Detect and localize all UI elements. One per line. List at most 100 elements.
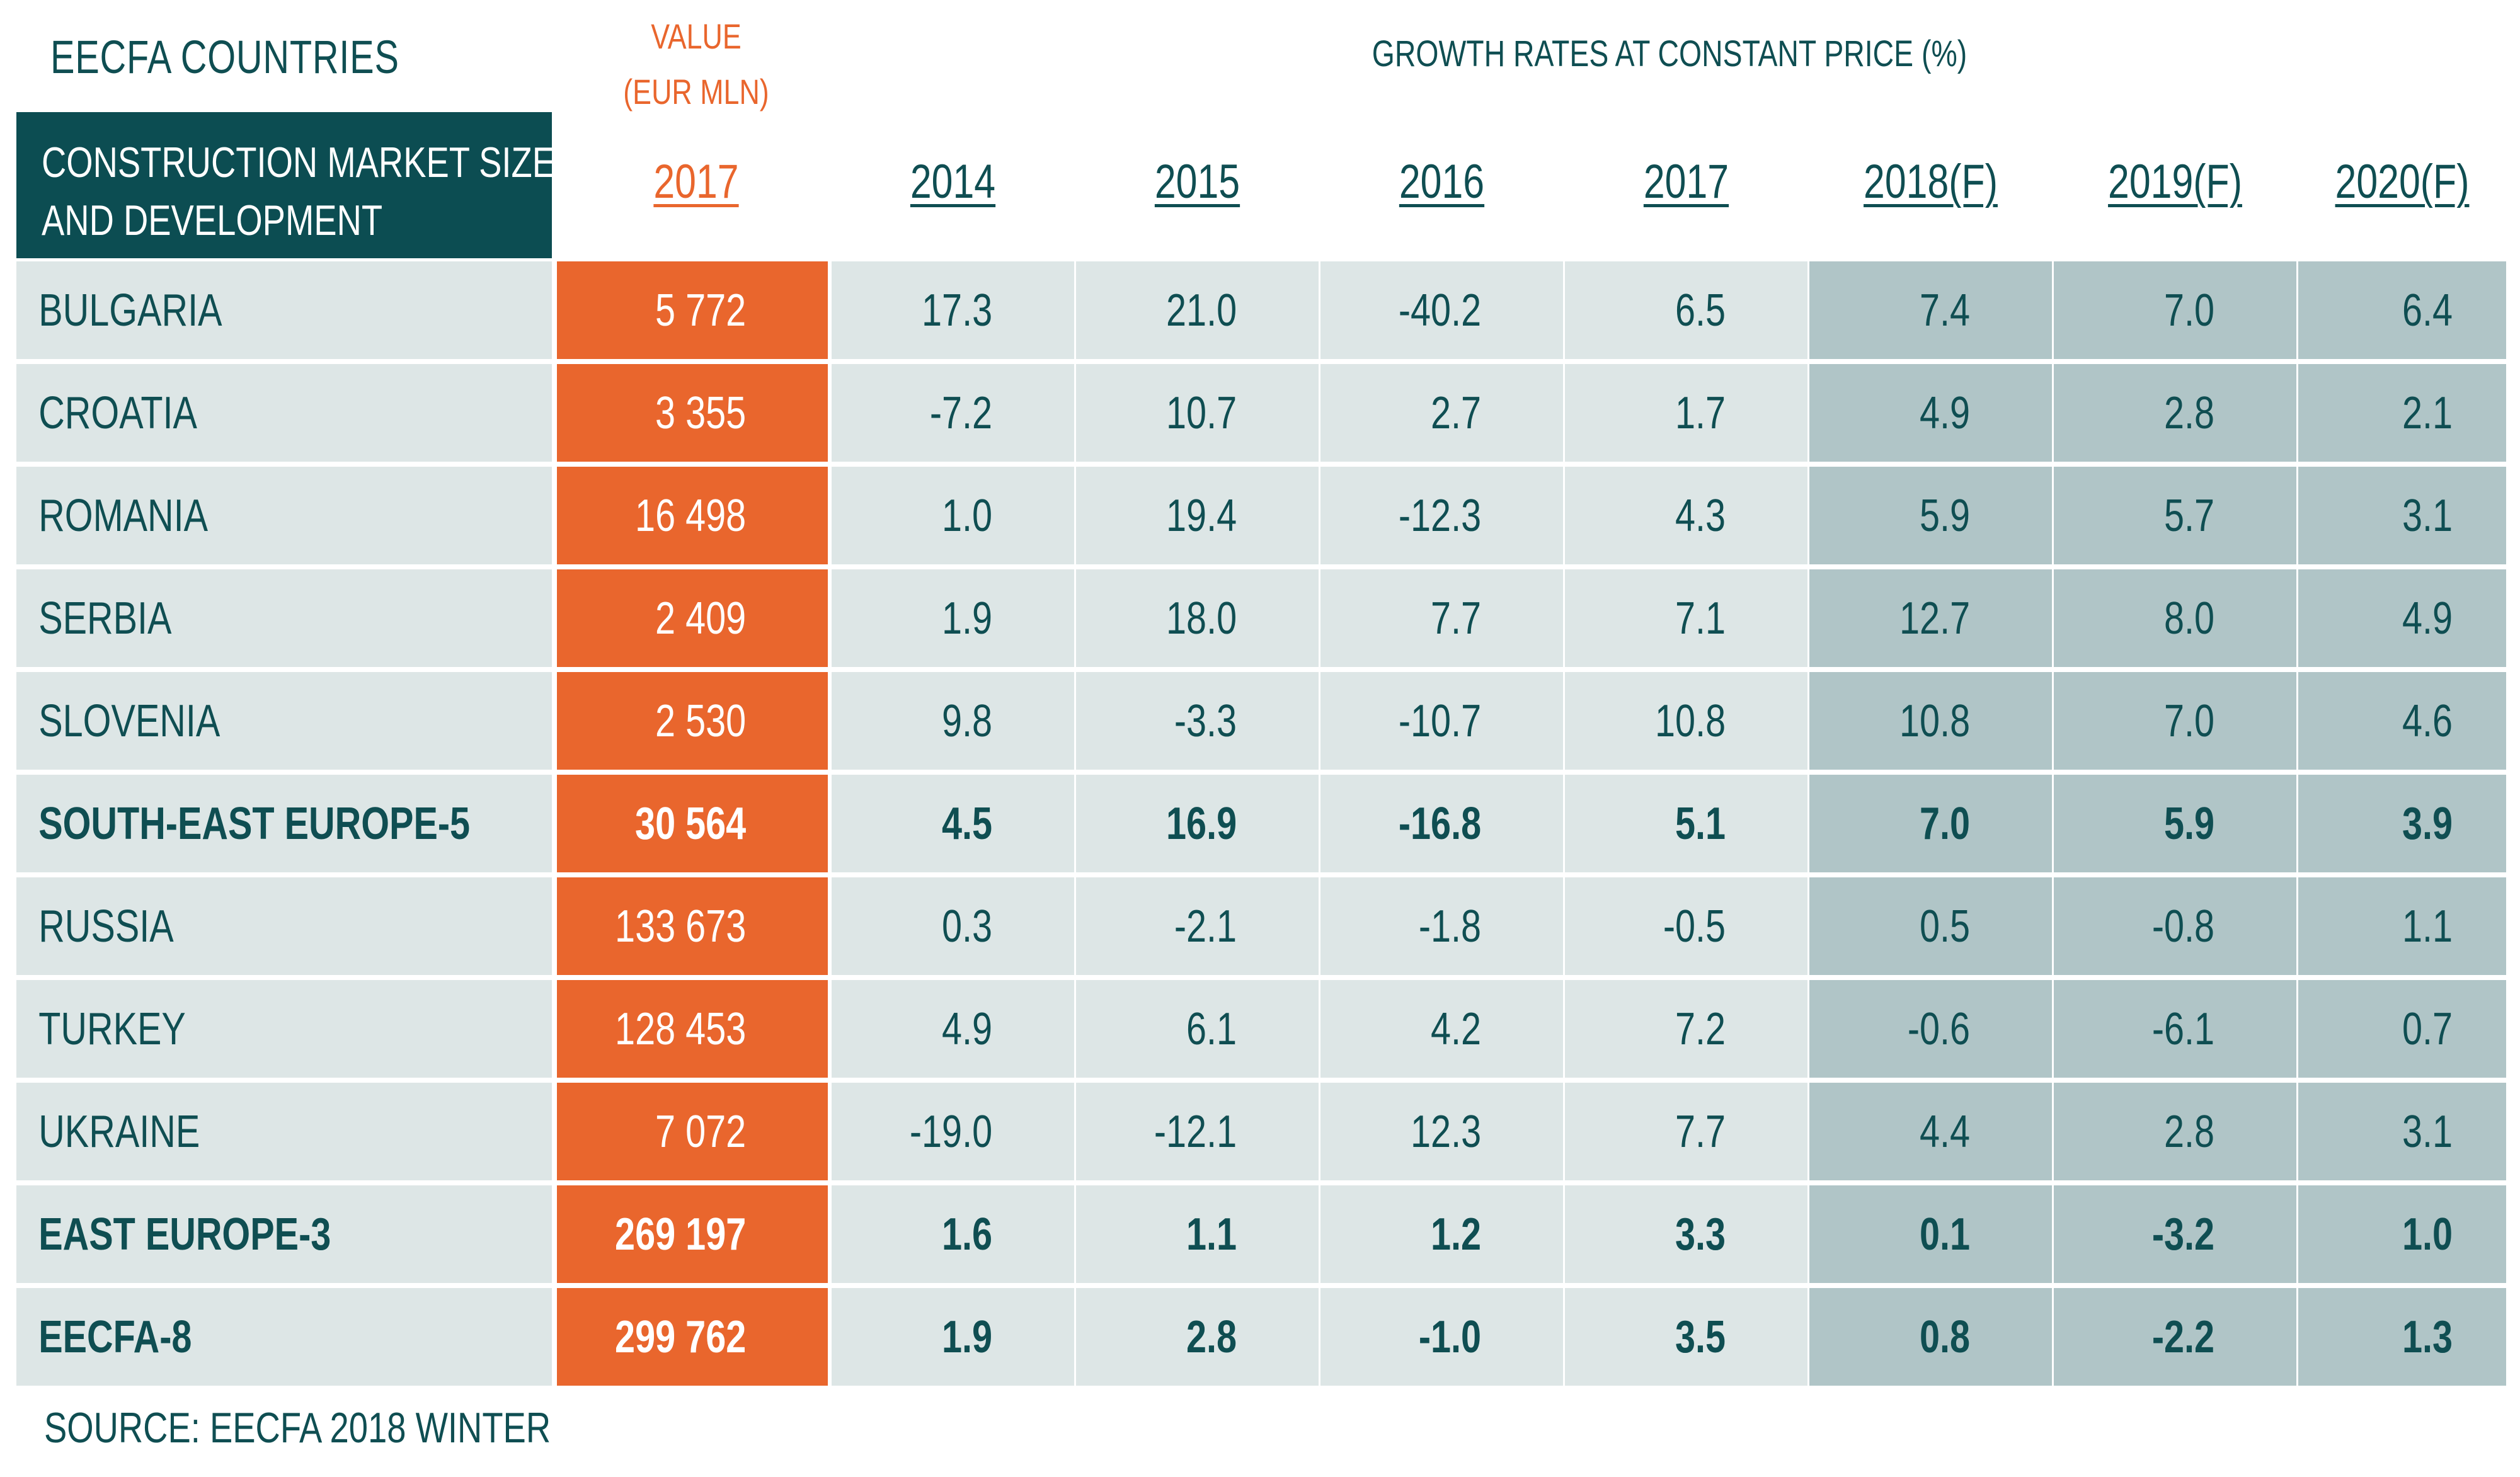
growth-cell-2018f: 12.7 [1809,569,2052,667]
growth-value: -3.3 [1174,695,1237,746]
growth-value: 5.9 [2163,798,2214,849]
growth-cell-2019f: 7.0 [2054,261,2296,359]
country-name-cell: TURKEY [16,980,552,1078]
growth-value: -0.8 [2151,901,2214,952]
country-name: SERBIA [38,593,172,644]
growth-value: 7.7 [1675,1106,1726,1157]
growth-cell-2016: 7.7 [1320,569,1563,667]
year-header-2014: 2014 [910,155,996,208]
value-label-line2: (EUR MLN) [623,72,769,111]
growth-cell-2017: 4.3 [1565,467,1807,564]
growth-cell-2014: 4.5 [832,775,1074,872]
market-value: 2 409 [655,593,746,644]
growth-cell-2016: -10.7 [1320,672,1563,770]
growth-value: 7.7 [1430,593,1481,644]
growth-cell-2017: 3.5 [1565,1288,1807,1386]
market-value-cell: 16 498 [557,467,828,564]
growth-value: 4.6 [2402,695,2453,746]
growth-value: 1.0 [2402,1209,2453,1260]
growth-cell-2016: -1.0 [1320,1288,1563,1386]
growth-value: 2.1 [2402,387,2453,438]
growth-value: 3.3 [1675,1209,1726,1260]
growth-cell-2016: -16.8 [1320,775,1563,872]
growth-value: 7.0 [2163,285,2214,336]
growth-cell-2015: -3.3 [1076,672,1319,770]
countries-label: EECFA COUNTRIES [50,31,399,83]
market-value-cell: 3 355 [557,364,828,462]
growth-cell-2019f: -3.2 [2054,1185,2296,1283]
growth-cell-2019f: 5.7 [2054,467,2296,564]
growth-cell-2016: -1.8 [1320,877,1563,975]
growth-value: 1.9 [941,593,992,644]
growth-cell-2014: 9.8 [832,672,1074,770]
growth-value: 1.1 [2402,901,2453,952]
growth-cell-2018f: 7.4 [1809,261,2052,359]
country-name: RUSSIA [38,901,174,952]
country-name: ROMANIA [38,490,209,541]
growth-value: 18.0 [1166,593,1237,644]
growth-cell-2014: 1.0 [832,467,1074,564]
growth-cell-2015: 21.0 [1076,261,1319,359]
growth-value: 2.8 [2163,387,2214,438]
growth-cell-2018f: 10.8 [1809,672,2052,770]
year-header-2015: 2015 [1154,155,1240,208]
country-name: SOUTH-EAST EUROPE-5 [38,798,471,849]
growth-value: 5.1 [1675,798,1726,849]
growth-rates-label: GROWTH RATES AT CONSTANT PRICE (%) [1372,33,1967,74]
growth-value: -1.0 [1418,1311,1481,1362]
market-value: 7 072 [655,1106,746,1157]
growth-value: -1.8 [1418,901,1481,952]
market-value: 299 762 [614,1311,746,1362]
country-name-cell: SLOVENIA [16,672,552,770]
country-name-cell: SOUTH-EAST EUROPE-5 [16,775,552,872]
market-value: 5 772 [655,285,746,336]
growth-cell-2019f: 2.8 [2054,1083,2296,1180]
growth-cell-2017: 10.8 [1565,672,1807,770]
growth-cell-2014: 0.3 [832,877,1074,975]
growth-cell-2015: 1.1 [1076,1185,1319,1283]
growth-value: -6.1 [2151,1003,2214,1054]
growth-cell-2015: 19.4 [1076,467,1319,564]
growth-cell-2015: -12.1 [1076,1083,1319,1180]
country-name-cell: SERBIA [16,569,552,667]
growth-value: 12.3 [1410,1106,1481,1157]
growth-value: 17.3 [921,285,992,336]
growth-value: -12.1 [1154,1106,1237,1157]
value-label: VALUE (EUR MLN) [585,9,807,120]
growth-value: -0.6 [1907,1003,1970,1054]
market-value-cell: 5 772 [557,261,828,359]
growth-cell-2017: -0.5 [1565,877,1807,975]
growth-cell-2014: 4.9 [832,980,1074,1078]
growth-cell-2020f: 4.6 [2298,672,2506,770]
growth-cell-2019f: 5.9 [2054,775,2296,872]
growth-value: 16.9 [1166,798,1237,849]
year-header-2016: 2016 [1399,155,1485,208]
table-title-box: CONSTRUCTION MARKET SIZE AND DEVELOPMENT [16,112,556,258]
growth-value: 4.3 [1675,490,1726,541]
growth-value: 1.1 [1186,1209,1237,1260]
growth-value: -12.3 [1398,490,1481,541]
growth-value: 3.1 [2402,1106,2453,1157]
growth-value: 7.1 [1675,593,1726,644]
growth-value: 2.7 [1430,387,1481,438]
growth-cell-2019f: 7.0 [2054,672,2296,770]
growth-cell-2015: 2.8 [1076,1288,1319,1386]
value-label-line1: VALUE [651,16,742,56]
market-value-cell: 2 409 [557,569,828,667]
growth-cell-2015: 18.0 [1076,569,1319,667]
growth-value: 6.5 [1675,285,1726,336]
growth-value: 10.8 [1899,695,1970,746]
market-value-cell: 30 564 [557,775,828,872]
growth-cell-2018f: 5.9 [1809,467,2052,564]
table-title-line1: CONSTRUCTION MARKET SIZE [42,139,556,186]
growth-value: -19.0 [909,1106,992,1157]
country-name-cell: EECFA-8 [16,1288,552,1386]
growth-value: 0.8 [1919,1311,1970,1362]
growth-cell-2020f: 6.4 [2298,261,2506,359]
growth-cell-2014: -7.2 [832,364,1074,462]
growth-value: 6.4 [2402,285,2453,336]
growth-cell-2016: 2.7 [1320,364,1563,462]
growth-cell-2019f: -6.1 [2054,980,2296,1078]
value-year-header: 2017 [653,155,739,208]
growth-cell-2014: 17.3 [832,261,1074,359]
